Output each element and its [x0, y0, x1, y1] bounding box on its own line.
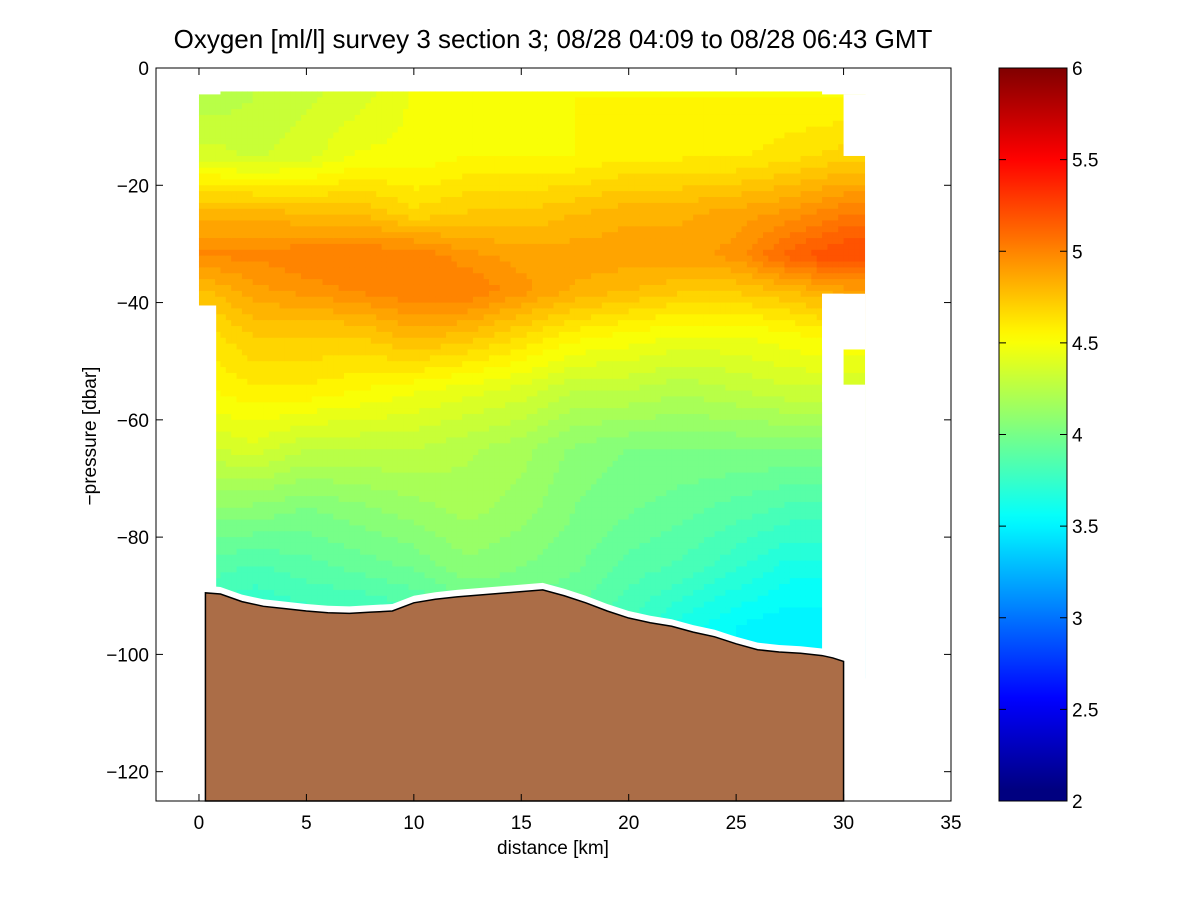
x-tick-label: 30: [833, 813, 854, 834]
colorbar: [998, 67, 1068, 802]
chart-title: Oxygen [ml/l] survey 3 section 3; 08/28 …: [174, 24, 933, 54]
y-axis-ticks: 0 −20 −40 −60 −80 −100 −120: [106, 59, 951, 784]
y-tick-label: −80: [117, 528, 149, 549]
x-tick-label: 15: [511, 813, 532, 834]
x-axis-label: distance [km]: [497, 838, 609, 859]
colorbar-tick-label: 4: [1072, 426, 1083, 447]
seafloor-topography: [204, 589, 845, 802]
y-tick-label: −40: [117, 294, 149, 315]
colorbar-tick-label: 2.5: [1072, 700, 1098, 721]
colorbar-tick-label: 3: [1072, 609, 1083, 630]
colorbar-ticks: 2 2.5 3 3.5 4 4.5 5 5.5 6: [999, 59, 1098, 813]
x-tick-label: 25: [726, 813, 747, 834]
y-axis-label: −pressure [dbar]: [80, 367, 101, 506]
x-tick-label: 35: [940, 813, 961, 834]
colorbar-tick-label: 2: [1072, 792, 1083, 813]
x-tick-label: 0: [194, 813, 205, 834]
oxygen-heatmap: [198, 91, 866, 679]
y-tick-label: −60: [117, 411, 149, 432]
plot-frame: [155, 67, 952, 802]
y-tick-label: −100: [106, 645, 149, 666]
y-tick-label: −120: [106, 763, 149, 784]
x-tick-label: 5: [301, 813, 312, 834]
colorbar-tick-label: 5: [1072, 242, 1083, 263]
y-tick-label: 0: [138, 59, 149, 80]
colorbar-tick-label: 5.5: [1072, 151, 1098, 172]
y-tick-label: −20: [117, 176, 149, 197]
x-axis-ticks: 0 5 10 15 20 25 30 35: [194, 68, 962, 834]
x-tick-label: 20: [618, 813, 639, 834]
colorbar-tick-label: 6: [1072, 59, 1083, 80]
colorbar-tick-label: 4.5: [1072, 334, 1098, 355]
x-tick-label: 10: [403, 813, 424, 834]
colorbar-tick-label: 3.5: [1072, 517, 1098, 538]
